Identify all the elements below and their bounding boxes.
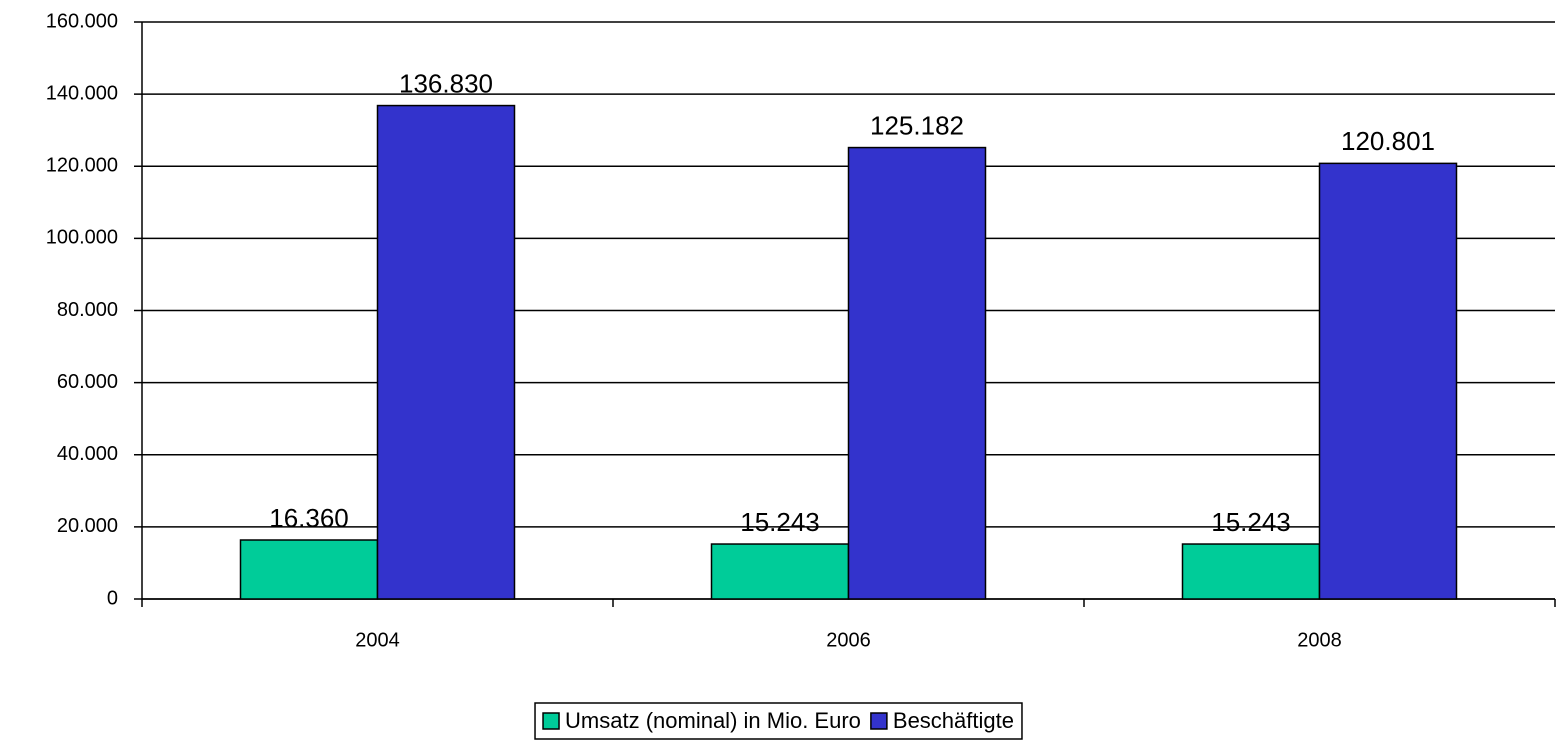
x-tick-label: 2006 (826, 629, 871, 651)
legend-swatch (870, 712, 888, 730)
y-tick-label: 80.000 (57, 299, 118, 321)
bar (1181, 543, 1321, 600)
legend-swatch (542, 712, 560, 730)
legend-label: Umsatz (nominal) in Mio. Euro (565, 708, 861, 733)
bar (239, 539, 379, 600)
legend-label: Beschäftigte (893, 708, 1014, 733)
y-tick-label: 140.000 (46, 82, 118, 104)
y-tick-label: 20.000 (57, 515, 118, 537)
data-label: 15.243 (1211, 507, 1291, 537)
bar (847, 146, 987, 600)
data-label: 15.243 (740, 507, 820, 537)
y-tick-label: 100.000 (46, 227, 118, 249)
data-label: 136.830 (399, 68, 493, 98)
bar (1318, 162, 1458, 600)
legend: Umsatz (nominal) in Mio. Euro Beschäftigt… (534, 702, 1023, 740)
y-tick-label: 0 (107, 587, 118, 609)
y-tick-label: 60.000 (57, 371, 118, 393)
data-label: 16.360 (269, 503, 349, 533)
y-tick-label: 160.000 (46, 10, 118, 32)
data-label: 120.801 (1341, 126, 1435, 156)
x-tick-label: 2004 (355, 629, 400, 651)
y-tick-label: 120.000 (46, 155, 118, 177)
y-tick-label: 40.000 (57, 443, 118, 465)
legend-box (534, 702, 1023, 740)
bar (710, 543, 850, 600)
data-label: 125.182 (870, 110, 964, 140)
bar (376, 104, 516, 600)
x-tick-label: 2008 (1297, 629, 1342, 651)
